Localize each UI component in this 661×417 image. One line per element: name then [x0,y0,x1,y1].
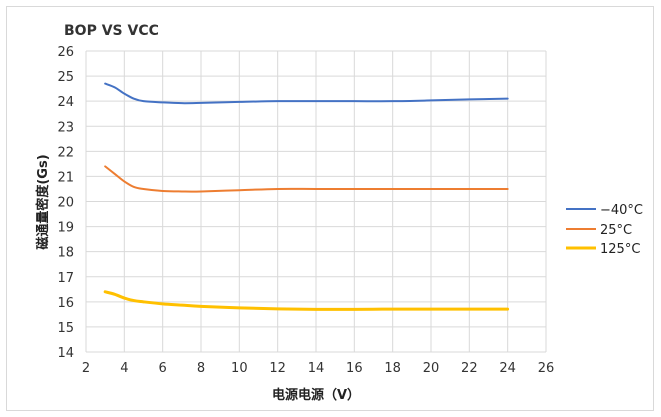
x-axis-ticks: 2 4 6 8 10 12 14 16 18 20 22 24 26 [82,361,554,376]
legend-label-3: 125°C [600,242,640,257]
y-tick-label: 16 [57,296,74,311]
legend-label-2: 25°C [600,223,632,238]
x-tick-label: 26 [538,361,555,376]
x-tick-label: 4 [120,361,128,376]
x-axis-label: 电源电源（V） [272,387,360,403]
series-lines [103,82,510,311]
legend: −40°C 25°C 125°C [566,203,643,257]
y-tick-label: 23 [57,120,74,135]
series-line-2 [104,165,509,193]
y-tick-label: 17 [57,271,74,286]
y-axis-ticks: 14 15 16 17 18 19 20 21 22 23 24 25 26 [57,45,74,361]
legend-label-1: −40°C [600,203,643,218]
y-tick-label: 18 [57,246,74,261]
y-tick-label: 21 [57,170,74,185]
x-tick-label: 12 [269,361,286,376]
x-tick-label: 14 [308,361,325,376]
series-line-1 [104,82,509,105]
chart-title: BOP VS VCC [64,23,159,39]
x-tick-label: 18 [384,361,401,376]
series-line-3 [103,290,510,311]
x-tick-label: 16 [346,361,363,376]
x-tick-label: 10 [231,361,248,376]
y-tick-label: 26 [57,45,74,60]
y-tick-label: 20 [57,196,74,211]
x-tick-label: 24 [499,361,516,376]
x-tick-label: 20 [423,361,440,376]
y-tick-label: 15 [57,321,74,336]
grid-lines [85,50,547,353]
x-tick-label: 22 [461,361,478,376]
y-tick-label: 25 [57,70,74,85]
y-tick-label: 14 [57,346,74,361]
y-tick-label: 22 [57,145,74,160]
y-tick-label: 19 [57,221,74,236]
x-tick-label: 2 [82,361,90,376]
x-tick-label: 8 [197,361,205,376]
y-axis-label: 磁通量密度(Gs) [35,154,51,249]
y-tick-label: 24 [57,95,74,110]
x-tick-label: 6 [159,361,167,376]
